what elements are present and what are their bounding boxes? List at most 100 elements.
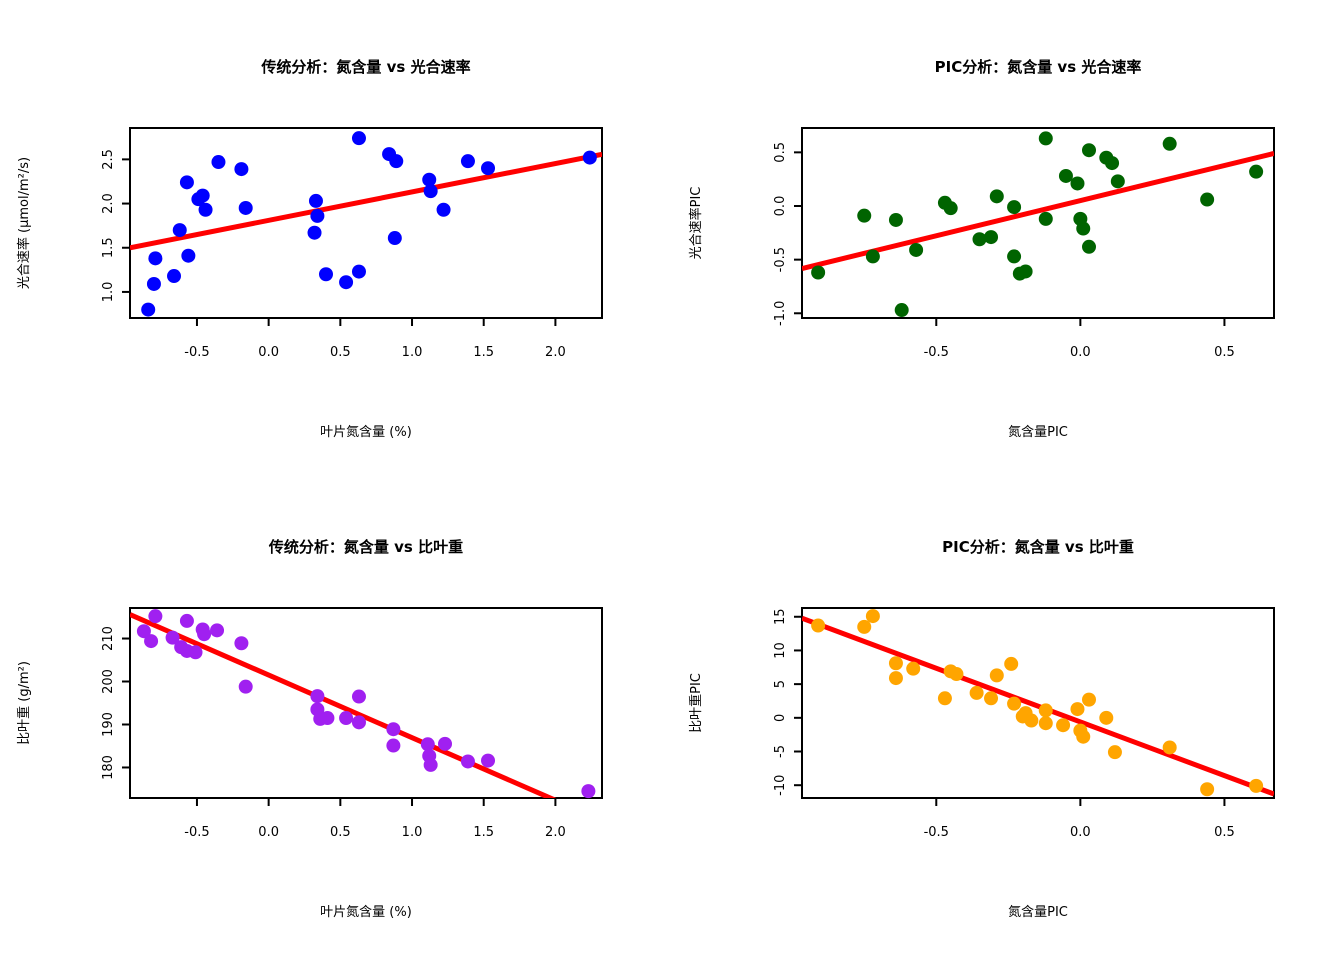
y-tick-label: -10 [773, 775, 788, 796]
x-tick-label: 1.0 [402, 825, 423, 840]
data-point [943, 201, 958, 216]
x-tick-label: 2.0 [545, 345, 566, 360]
x-tick-label: 0.5 [330, 345, 351, 360]
data-point [386, 722, 401, 737]
data-point [318, 267, 333, 282]
data-point [389, 154, 404, 169]
data-point [1082, 692, 1097, 707]
data-point [1200, 782, 1215, 797]
x-tick-label: -0.5 [184, 345, 209, 360]
data-point [888, 671, 903, 686]
y-tick-label: 2.0 [101, 193, 116, 214]
x-tick-label: 1.0 [402, 345, 423, 360]
regression-line [130, 612, 557, 798]
data-point [460, 754, 475, 769]
chart-svg: 传统分析：氮含量 vs 比叶重 -0.5 0.0 0.5 1.0 1.5 2.0 180 190… [16, 538, 603, 920]
x-tick-label: 1.5 [473, 345, 494, 360]
plot-box [129, 607, 603, 799]
data-point [1038, 131, 1053, 146]
data-point [167, 269, 182, 284]
data-point [984, 230, 999, 245]
data-point [1076, 729, 1091, 744]
plot-box [129, 127, 603, 319]
data-point [909, 242, 924, 257]
x-tick-label: -0.5 [924, 825, 949, 840]
panel-pic-sla: PIC分析：氮含量 vs 比叶重 -0.5 0.0 0.5 -10 -5 0 5 10 15 氮含量… [672, 480, 1344, 960]
panel-traditional-photosynthesis: 传统分析：氮含量 vs 光合速率 -0.5 0.0 0.5 1.0 1.5 2.0 1.0 1.… [0, 0, 672, 480]
data-point [969, 685, 984, 700]
data-point [210, 623, 225, 638]
panel-traditional-sla: 传统分析：氮含量 vs 比叶重 -0.5 0.0 0.5 1.0 1.5 2.0 180 190… [0, 480, 672, 960]
data-point [165, 630, 180, 645]
data-point [351, 131, 366, 146]
panel-title: 传统分析：氮含量 vs 比叶重 [268, 538, 463, 556]
data-point [460, 154, 475, 169]
data-point [197, 627, 212, 642]
data-point [481, 753, 496, 768]
data-point [1162, 136, 1177, 151]
data-point [1038, 211, 1053, 226]
y-tick-label: 10 [773, 642, 788, 659]
panel-title: PIC分析：氮含量 vs 比叶重 [942, 538, 1134, 556]
plot-box [801, 607, 1275, 799]
y-tick-label: 5 [773, 680, 788, 688]
data-point [1038, 703, 1053, 718]
data-point [906, 661, 921, 676]
data-point [1249, 778, 1264, 793]
data-point [148, 609, 163, 624]
regression-line [802, 150, 1274, 271]
x-tick-label: 1.5 [473, 825, 494, 840]
x-tick-label: -0.5 [924, 345, 949, 360]
data-point [865, 609, 880, 624]
regression-line [130, 151, 602, 251]
data-point [1162, 740, 1177, 755]
data-point [1076, 221, 1091, 236]
data-point [1007, 249, 1022, 264]
y-axis-label: 比叶重PIC [688, 673, 704, 733]
data-point [320, 711, 335, 726]
data-point [582, 150, 597, 165]
data-point [972, 232, 987, 247]
data-point [339, 275, 354, 290]
data-point [1110, 174, 1125, 189]
data-point [1105, 156, 1120, 171]
x-axis-label: 叶片氮含量 (%) [320, 904, 412, 920]
data-point [387, 231, 402, 246]
panel-pic-photosynthesis: PIC分析：氮含量 vs 光合速率 -0.5 0.0 0.5 -1.0 -0.5 0.0 0.… [672, 0, 1344, 480]
data-point [1082, 143, 1097, 158]
data-point [386, 738, 401, 753]
panel-title: 传统分析：氮含量 vs 光合速率 [260, 58, 470, 76]
data-point [1056, 718, 1071, 733]
data-point [857, 619, 872, 634]
data-point [989, 668, 1004, 683]
y-tick-label: 1.0 [101, 282, 116, 303]
y-axis-label: 光合速率 (μmol/m²/s) [16, 157, 32, 289]
y-tick-label: -1.0 [773, 301, 788, 326]
data-point [420, 737, 435, 752]
y-tick-label: 1.5 [101, 237, 116, 258]
data-point [179, 613, 194, 628]
data-point [1249, 164, 1264, 179]
data-point [436, 202, 451, 217]
data-point [146, 276, 161, 291]
data-point [811, 265, 826, 280]
y-tick-label: 180 [101, 755, 116, 780]
data-point [308, 193, 323, 208]
data-point [307, 225, 322, 240]
data-point [351, 715, 366, 730]
data-point [865, 249, 880, 264]
x-axis-label: 氮含量PIC [1008, 904, 1068, 920]
data-point [172, 223, 187, 238]
data-point [234, 162, 249, 177]
data-point [984, 691, 999, 706]
data-point [181, 248, 196, 263]
data-point [811, 618, 826, 633]
y-tick-label: 0.0 [773, 196, 788, 217]
data-point [141, 302, 156, 317]
chart-svg: 传统分析：氮含量 vs 光合速率 -0.5 0.0 0.5 1.0 1.5 2.0 1.0 1.… [16, 58, 603, 440]
y-tick-label: 190 [101, 712, 116, 737]
plot-box [801, 127, 1275, 319]
data-point [1007, 200, 1022, 215]
data-point [238, 200, 253, 215]
